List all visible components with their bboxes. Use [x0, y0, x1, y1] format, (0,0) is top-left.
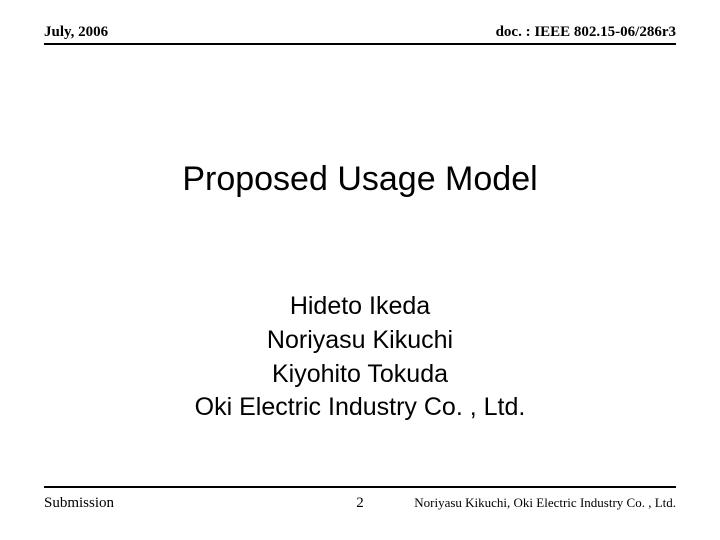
header: July, 2006 doc. : IEEE 802.15-06/286r3 [44, 24, 676, 45]
footer-attribution: Noriyasu Kikuchi, Oki Electric Industry … [414, 495, 676, 511]
header-doc-ref: doc. : IEEE 802.15-06/286r3 [496, 24, 676, 41]
author-line: Oki Electric Industry Co. , Ltd. [0, 391, 720, 425]
footer-rule [44, 486, 676, 488]
footer-left-label: Submission [44, 495, 114, 512]
slide-title: Proposed Usage Model [0, 160, 720, 199]
footer: Submission 2 Noriyasu Kikuchi, Oki Elect… [44, 495, 676, 512]
footer-page-number: 2 [356, 495, 364, 512]
author-line: Hideto Ikeda [0, 290, 720, 324]
authors-block: Hideto Ikeda Noriyasu Kikuchi Kiyohito T… [0, 290, 720, 425]
author-line: Kiyohito Tokuda [0, 358, 720, 392]
header-date: July, 2006 [44, 24, 108, 41]
author-line: Noriyasu Kikuchi [0, 324, 720, 358]
